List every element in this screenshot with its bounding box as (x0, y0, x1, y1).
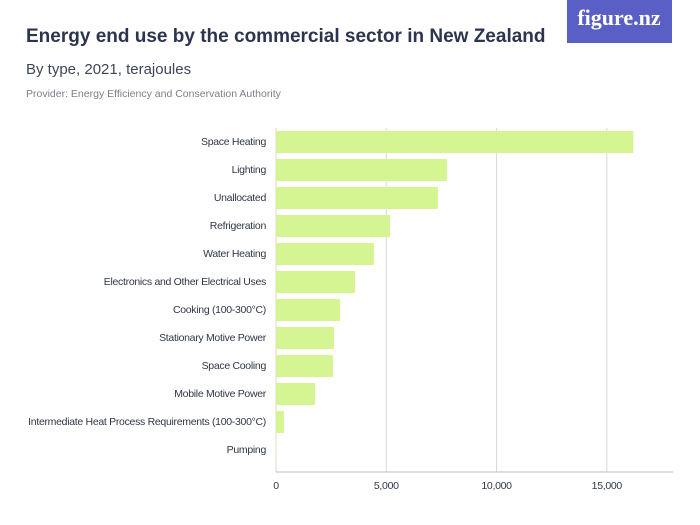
category-label: Electronics and Other Electrical Uses (104, 276, 266, 288)
bar (276, 383, 316, 405)
logo: figure.nz (577, 5, 661, 30)
logo-box (567, 0, 672, 43)
chart-subtitle: By type, 2021, terajoules (26, 61, 191, 78)
category-label: Mobile Motive Power (174, 388, 267, 400)
provider: Provider: Energy Efficiency and Conserva… (26, 88, 282, 100)
bar (276, 215, 391, 237)
category-label: Lighting (232, 164, 267, 176)
bar (276, 271, 355, 293)
chart-title: Energy end use by the commercial sector … (26, 26, 546, 47)
x-tick-label: 5,000 (374, 480, 399, 492)
category-label: Intermediate Heat Process Requirements (… (28, 416, 266, 428)
x-tick-label: 0 (273, 480, 279, 492)
category-label: Unallocated (214, 192, 267, 204)
bar (276, 159, 447, 181)
category-label: Space Cooling (202, 360, 267, 372)
bar (276, 327, 335, 349)
category-label: Refrigeration (210, 220, 267, 232)
bar (276, 411, 284, 433)
bar (276, 131, 634, 153)
bar (276, 243, 374, 265)
bar (276, 355, 333, 377)
category-label: Pumping (227, 444, 267, 456)
category-label: Stationary Motive Power (159, 332, 267, 344)
bar (276, 187, 438, 209)
x-tick-label: 15,000 (592, 480, 623, 492)
x-tick-label: 10,000 (481, 480, 512, 492)
category-label: Cooking (100-300°C) (173, 304, 266, 316)
category-label: Space Heating (201, 136, 266, 148)
category-label: Water Heating (203, 248, 266, 260)
bar (276, 299, 340, 321)
